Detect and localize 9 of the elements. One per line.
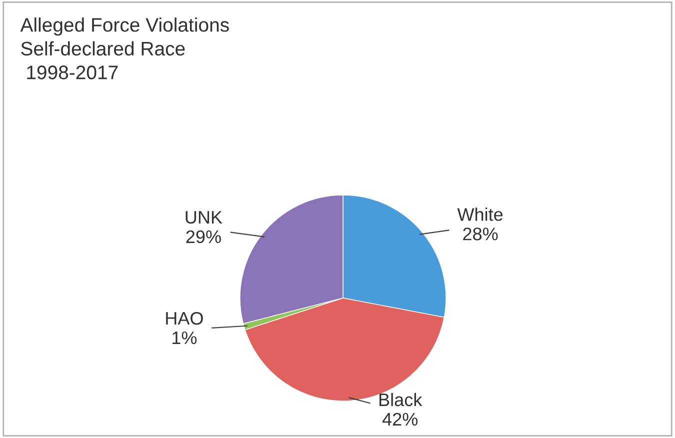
data-label: 28% xyxy=(463,228,498,240)
slice-label: HAO xyxy=(166,312,203,325)
chart-title: Alleged Force Violations Self-declared Race 1998-2017 xyxy=(20,18,229,80)
data-label: 1% xyxy=(172,331,197,344)
data-label: 42% xyxy=(382,412,418,426)
slice-label: UNK xyxy=(186,211,222,224)
slice-label: Black xyxy=(380,392,422,406)
slice-label: White xyxy=(457,208,503,221)
data-label: 29% xyxy=(186,230,221,244)
